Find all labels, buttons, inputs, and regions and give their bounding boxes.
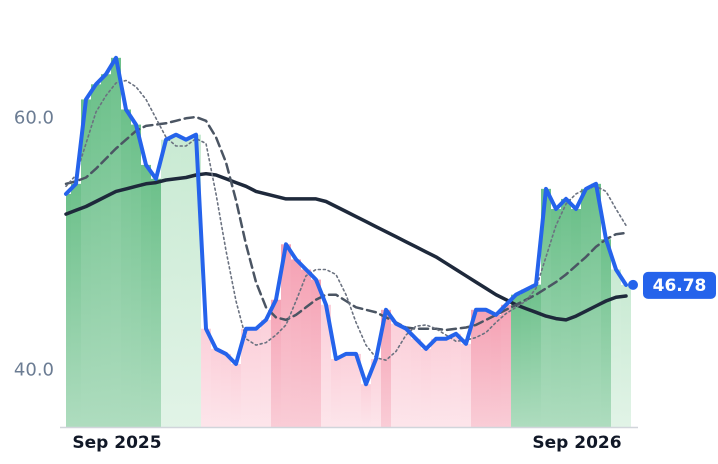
x-tick-label: Sep 2025 xyxy=(72,433,161,453)
price-area xyxy=(411,338,421,427)
price-area xyxy=(71,183,81,427)
price-area xyxy=(481,309,491,427)
last-value-badge xyxy=(643,271,716,299)
price-area xyxy=(401,328,411,427)
last-point xyxy=(628,279,638,290)
price-area xyxy=(501,304,511,427)
price-area xyxy=(251,328,261,427)
price-area xyxy=(561,198,571,427)
price-area xyxy=(611,269,621,427)
price-area xyxy=(111,57,121,427)
price-area xyxy=(141,164,151,428)
price-area xyxy=(421,348,431,427)
x-tick-label: Sep 2026 xyxy=(532,433,621,453)
fast-ma-line xyxy=(65,79,627,361)
price-area xyxy=(351,353,361,427)
price-area xyxy=(241,328,251,427)
price-area xyxy=(491,314,501,427)
price-area xyxy=(311,279,321,427)
price-area xyxy=(441,338,451,427)
price-area xyxy=(281,244,291,427)
price-area xyxy=(151,178,161,427)
price-area xyxy=(381,309,391,427)
price-area xyxy=(451,333,461,427)
price-area xyxy=(271,299,281,427)
price-area xyxy=(261,319,271,427)
price-area xyxy=(191,134,201,427)
price-area xyxy=(361,384,371,427)
price-area xyxy=(601,239,611,427)
mid-ma-line xyxy=(64,115,628,332)
price-area xyxy=(331,358,341,427)
price-area xyxy=(81,99,91,428)
slow-ma-line xyxy=(64,171,628,322)
price-area xyxy=(581,188,591,427)
price-area xyxy=(291,259,301,427)
price-area xyxy=(621,284,631,427)
price-area xyxy=(171,134,181,427)
price-area xyxy=(531,284,541,427)
price-area xyxy=(131,124,141,427)
price-area xyxy=(391,323,401,427)
price-area xyxy=(321,304,331,427)
price-area xyxy=(201,328,211,427)
price-area xyxy=(221,353,231,427)
price-area xyxy=(511,294,521,427)
price-area xyxy=(371,358,381,427)
y-tick-label: 40.0 xyxy=(14,359,54,380)
last-value-label: 46.78 xyxy=(653,276,707,296)
price-area xyxy=(571,209,581,427)
price-area xyxy=(341,353,351,427)
price-area xyxy=(181,139,191,427)
price-area xyxy=(301,269,311,427)
price-line xyxy=(64,55,628,387)
price-area xyxy=(101,74,111,427)
y-tick-label: 60.0 xyxy=(14,107,54,128)
price-area xyxy=(461,343,471,427)
price-area xyxy=(471,309,481,427)
price-area xyxy=(541,188,551,427)
price-area xyxy=(91,84,101,427)
price-area xyxy=(431,338,441,427)
price-area xyxy=(231,364,241,427)
price-area xyxy=(521,289,531,427)
price-area xyxy=(66,193,71,427)
price-area xyxy=(121,109,131,427)
price-area xyxy=(161,139,171,427)
price-area xyxy=(211,348,221,427)
